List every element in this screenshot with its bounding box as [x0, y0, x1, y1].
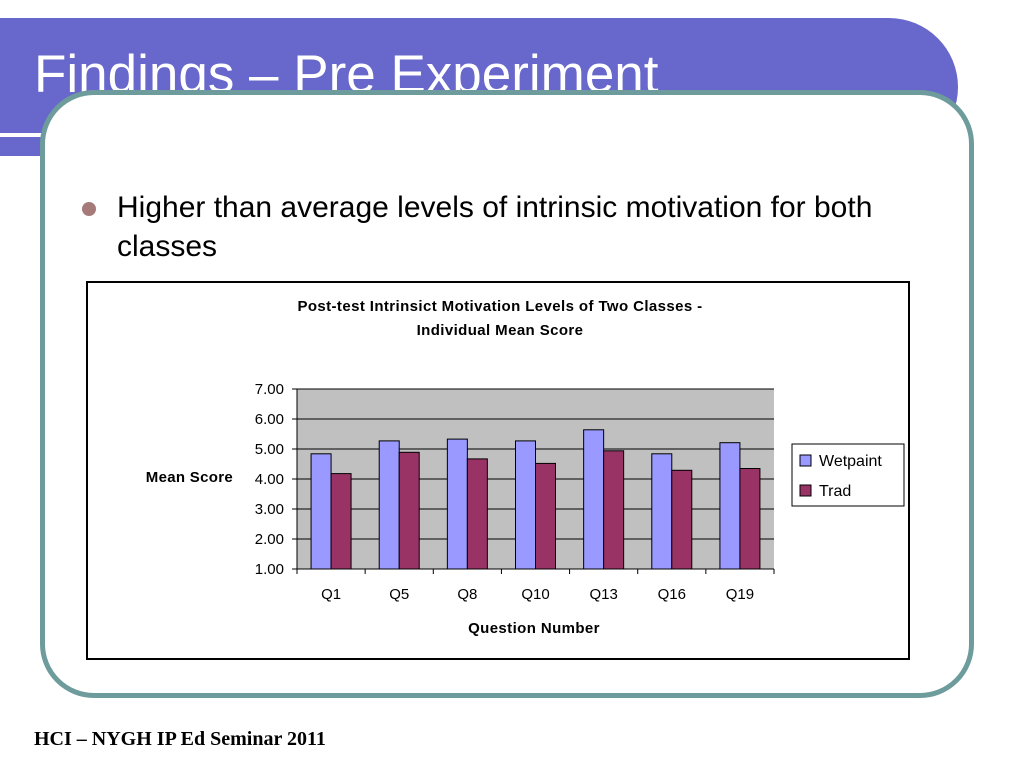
legend-swatch-wetpaint	[799, 454, 812, 467]
bar-trad-q8	[466, 458, 488, 570]
bar-wetpaint-q13	[583, 429, 605, 570]
footer-text: HCI – NYGH IP Ed Seminar 2011	[34, 728, 326, 750]
bar-wetpaint-q1	[310, 453, 332, 570]
y-tick-label-6: 7.00	[255, 381, 284, 398]
y-tick-label-3: 4.00	[255, 471, 284, 488]
bar-wetpaint-q8	[446, 438, 468, 570]
x-tick-label-q16: Q16	[658, 586, 686, 603]
bar-trad-q10	[535, 462, 556, 570]
x-tick-label-q10: Q10	[521, 586, 549, 603]
legend-label-wetpaint: Wetpaint	[819, 453, 882, 470]
bar-wetpaint-q16	[651, 453, 673, 570]
x-tick-label-q1: Q1	[321, 586, 341, 603]
legend-swatch-trad	[799, 484, 812, 497]
x-tick-label-q5: Q5	[389, 586, 409, 603]
x-tick-label-q13: Q13	[589, 586, 617, 603]
bar-wetpaint-q19	[719, 442, 741, 570]
chart-title-line-2: Individual Mean Score	[417, 322, 584, 339]
y-axis-label: Mean Score	[146, 469, 233, 486]
x-tick-label-q19: Q19	[726, 586, 754, 603]
x-tick-label-q8: Q8	[457, 586, 477, 603]
bar-trad-q13	[603, 450, 625, 570]
y-tick-label-5: 6.00	[255, 411, 284, 428]
bar-trad-q19	[739, 468, 761, 570]
legend: Wetpaint Trad	[791, 443, 905, 507]
bullet-dot-icon	[82, 202, 96, 216]
legend-label-trad: Trad	[819, 483, 851, 500]
x-axis-label: Question Number	[468, 620, 600, 637]
axes: 1.00 2.00 3.00 4.00 5.00 6.00 7.00 Q1 Q5 Q8 Q10 Q13…	[255, 381, 775, 603]
bar-wetpaint-q5	[378, 440, 400, 570]
bar-chart: Post-test Intrinsict Motivation Levels o…	[146, 298, 905, 637]
chart-container: Post-test Intrinsict Motivation Levels o…	[86, 281, 910, 660]
y-tick-label-0: 1.00	[255, 561, 284, 578]
bar-wetpaint-q10	[515, 440, 536, 570]
chart-title-line-1: Post-test Intrinsict Motivation Levels o…	[297, 298, 702, 315]
bar-trad-q16	[671, 469, 693, 570]
bar-trad-q1	[330, 473, 352, 570]
y-tick-label-2: 3.00	[255, 501, 284, 518]
y-tick-label-1: 2.00	[255, 531, 284, 548]
bars	[310, 429, 761, 570]
bar-trad-q5	[398, 451, 420, 570]
y-tick-label-4: 5.00	[255, 441, 284, 458]
bullet-text: Higher than average levels of intrinsic …	[117, 191, 873, 263]
